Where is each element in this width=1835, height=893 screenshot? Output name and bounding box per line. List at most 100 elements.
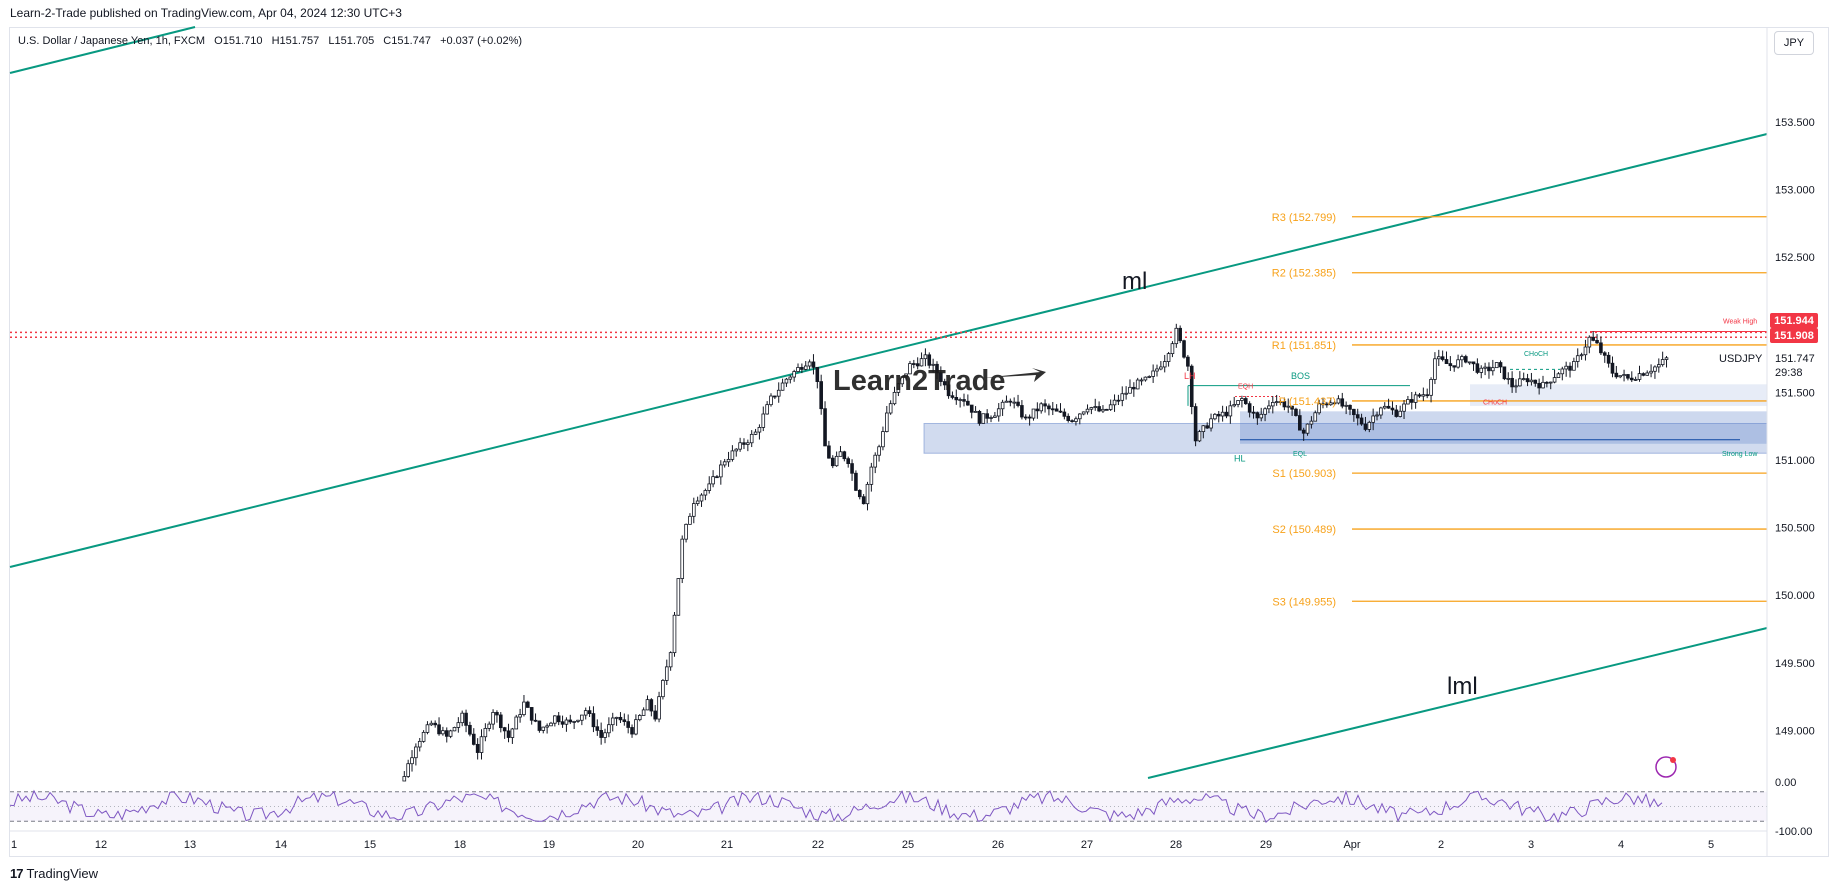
candle-body: [560, 721, 565, 725]
currency-button[interactable]: JPY: [1774, 31, 1814, 55]
eqh-label: EQH: [1238, 383, 1253, 390]
candle-body: [402, 776, 407, 782]
candle-body: [942, 381, 947, 386]
candle-body: [1325, 403, 1329, 406]
countdown-timer: 29:38: [1775, 367, 1803, 379]
candle-body: [1309, 420, 1314, 425]
candle-body: [1116, 399, 1121, 402]
rsi-panel: 0.00 -100.00: [9, 756, 1812, 838]
candle-body: [1599, 342, 1603, 354]
arrow-icon: [982, 368, 1046, 382]
candle-body: [1294, 408, 1298, 416]
x-tick-label: 14: [275, 839, 287, 851]
symbol-name[interactable]: U.S. Dollar / Japanese Yen, 1h, FXCM: [18, 35, 206, 47]
candle-body: [1255, 412, 1260, 419]
candle-body: [483, 727, 488, 738]
candle-body: [1394, 409, 1399, 417]
candle-body: [502, 727, 507, 732]
x-tick-label: 3: [1528, 839, 1534, 851]
candle-body: [1506, 377, 1511, 380]
candle-body: [1657, 364, 1661, 368]
candle-body: [1622, 374, 1626, 377]
candle-body: [1139, 379, 1144, 382]
candle-body: [1375, 414, 1379, 417]
candle-body: [664, 666, 669, 681]
candle-body: [599, 730, 603, 738]
candle-body: [1228, 405, 1233, 417]
candle-body: [1298, 415, 1302, 431]
candle-body: [1448, 363, 1453, 367]
candle-body: [630, 727, 634, 735]
candle-body: [1575, 355, 1580, 362]
candle-body: [1023, 416, 1028, 419]
candle-body: [1093, 406, 1098, 408]
candle-body: [962, 399, 966, 402]
candle-body: [526, 701, 530, 708]
strong-low-label: Strong Low: [1722, 451, 1758, 458]
candle-body: [722, 461, 727, 466]
candle-body: [1039, 403, 1044, 412]
price-badge: [1770, 313, 1818, 328]
candle-body: [1035, 408, 1040, 412]
x-tick-label: 27: [1081, 839, 1093, 851]
candle-body: [1491, 367, 1495, 372]
candle-body: [881, 431, 885, 448]
x-tick-label: 21: [721, 839, 733, 851]
candle-body: [1070, 420, 1074, 422]
candle-body: [1386, 405, 1391, 409]
candle-body: [776, 389, 781, 397]
open-value: O151.710: [214, 35, 263, 47]
candle-body: [780, 382, 785, 391]
candle-body: [541, 726, 546, 731]
candle-body: [788, 376, 793, 380]
candle-body: [406, 763, 410, 777]
x-tick-label: 18: [454, 839, 466, 851]
candle-body: [653, 710, 657, 720]
high-value: H151.757: [271, 35, 320, 47]
change-value: +0.037 (+0.02%): [440, 35, 523, 47]
candle-body: [1162, 361, 1167, 368]
candle-body: [1240, 398, 1244, 401]
candle-body: [595, 726, 600, 731]
candle-body: [587, 710, 592, 714]
y-tick-label: 149.000: [1775, 725, 1815, 737]
eql-label: EQL: [1293, 451, 1307, 458]
candle-body: [931, 363, 935, 366]
rsi-tick-label: 0.00: [1775, 777, 1796, 789]
tradingview-brand: TradingView: [26, 866, 99, 881]
candle-body: [1012, 401, 1016, 404]
candle-body: [1124, 392, 1128, 395]
candle-body: [634, 719, 638, 735]
tradingview-footer[interactable]: 17 TradingView: [10, 866, 98, 881]
price-badge-label: 151.908: [1774, 330, 1814, 342]
rsi-line: [9, 789, 1663, 824]
candle-body: [854, 472, 858, 491]
candle-body: [892, 391, 897, 405]
lower-channel-line: [1147, 627, 1768, 779]
candle-body: [919, 358, 924, 367]
candle-body: [1471, 361, 1476, 365]
candle-body: [1236, 400, 1240, 405]
candle-body: [1027, 416, 1032, 419]
candle-body: [1626, 374, 1630, 379]
candle-body: [746, 442, 750, 445]
candle-body: [939, 372, 943, 382]
candle-body: [1155, 368, 1159, 372]
candle-body: [1568, 365, 1572, 371]
tradingview-logo-icon: 17: [10, 866, 24, 881]
candle-body: [1050, 408, 1055, 411]
candle-body: [514, 716, 519, 730]
candle-body: [993, 415, 997, 418]
candle-body: [1186, 356, 1190, 367]
candle-body: [873, 454, 878, 468]
x-tick-label: 2: [1438, 839, 1444, 851]
candle-body: [1174, 327, 1179, 345]
candle-body: [1367, 421, 1372, 430]
candle-body: [1259, 413, 1264, 419]
candle-body: [838, 451, 843, 457]
candle-body: [1062, 411, 1067, 417]
candle-body: [857, 489, 862, 498]
candle-body: [1170, 343, 1175, 355]
candle-body: [1402, 403, 1406, 412]
